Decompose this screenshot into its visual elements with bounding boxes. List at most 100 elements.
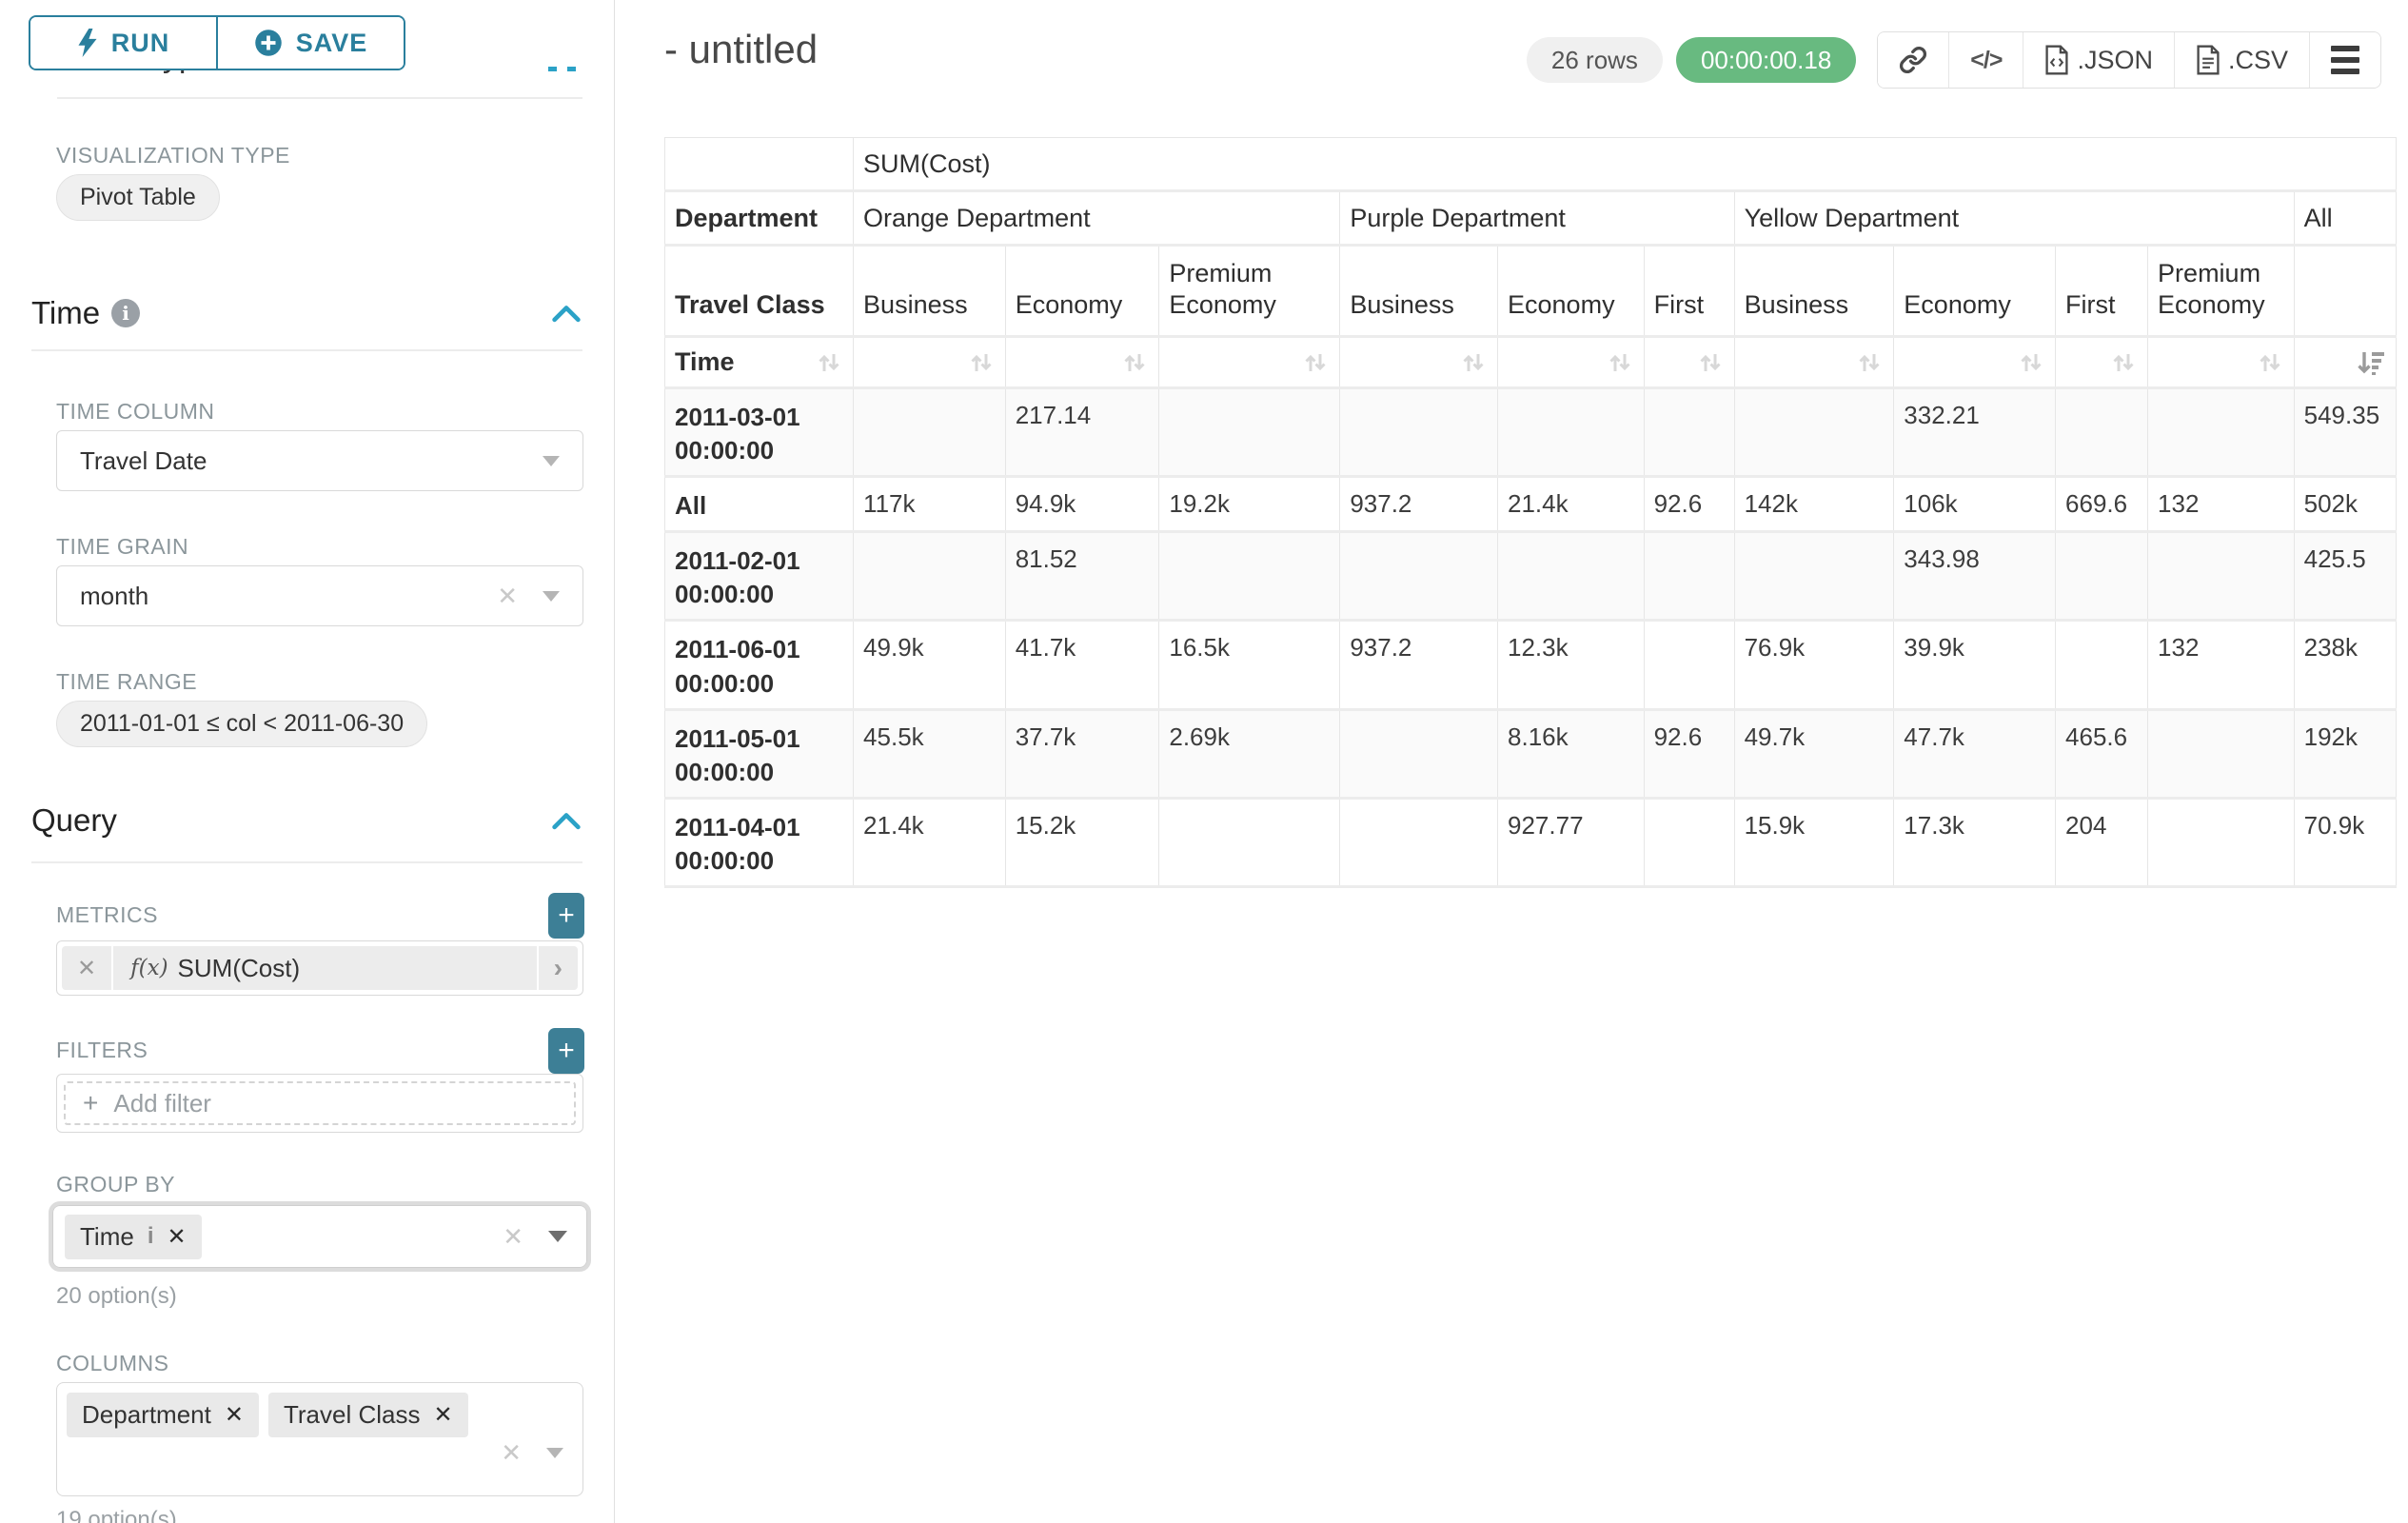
time-grain-label: TIME GRAIN bbox=[56, 534, 189, 559]
sort-icon[interactable] bbox=[1301, 348, 1330, 377]
value-cell bbox=[2147, 387, 2295, 479]
chevron-down-icon[interactable] bbox=[548, 1231, 567, 1242]
info-icon: i bbox=[147, 1223, 154, 1249]
value-cell bbox=[1339, 709, 1499, 800]
time-range-pill[interactable]: 2011-01-01 ≤ col < 2011-06-30 bbox=[56, 701, 428, 747]
visualization-type-pill[interactable]: Pivot Table bbox=[56, 174, 220, 221]
chevron-up-icon[interactable] bbox=[550, 810, 582, 831]
chevron-up-icon[interactable] bbox=[550, 303, 582, 324]
add-filter-label: Add filter bbox=[113, 1088, 211, 1118]
value-cell: 92.6 bbox=[1644, 476, 1735, 534]
time-grain-select[interactable]: month ✕ bbox=[56, 565, 583, 626]
value-cell bbox=[2055, 387, 2149, 479]
column-sort-header[interactable] bbox=[1734, 336, 1895, 389]
value-cell bbox=[1644, 620, 1735, 711]
plus-circle-icon bbox=[254, 30, 282, 56]
table-row: 2011-06-01 00:00:00 49.9k 41.7k 16.5k 937.2 1… bbox=[663, 620, 2398, 711]
filters-label: FILTERS bbox=[56, 1038, 148, 1062]
save-button[interactable]: SAVE bbox=[216, 17, 404, 69]
column-sort-header[interactable] bbox=[2055, 336, 2149, 389]
remove-metric-icon[interactable]: ✕ bbox=[62, 946, 114, 990]
column-sort-header[interactable] bbox=[1644, 336, 1735, 389]
sort-icon[interactable] bbox=[1459, 348, 1488, 377]
export-csv-button[interactable]: .CSV bbox=[2174, 32, 2310, 88]
sort-icon[interactable] bbox=[967, 348, 996, 377]
remove-token-icon[interactable]: ✕ bbox=[433, 1402, 453, 1428]
add-metric-button[interactable]: + bbox=[548, 893, 584, 939]
query-timer-badge: 00:00:00.18 bbox=[1675, 37, 1857, 83]
clear-icon[interactable]: ✕ bbox=[501, 1438, 522, 1467]
value-cell: 37.7k bbox=[1005, 709, 1160, 800]
value-cell: 15.9k bbox=[1734, 798, 1895, 889]
table-row: 2011-05-01 00:00:00 45.5k 37.7k 2.69k 8.16k 9… bbox=[663, 709, 2398, 800]
sort-icon[interactable] bbox=[1855, 348, 1884, 377]
time-range-label: TIME RANGE bbox=[56, 669, 198, 694]
value-cell: 192k bbox=[2294, 709, 2398, 800]
sort-icon[interactable] bbox=[2256, 348, 2284, 377]
travel-class-header: First bbox=[1644, 245, 1735, 338]
chevron-down-icon[interactable] bbox=[543, 590, 560, 602]
token-label: Time bbox=[80, 1221, 134, 1251]
group-by-select[interactable]: Time i ✕ ✕ bbox=[52, 1205, 587, 1268]
copy-link-button[interactable] bbox=[1878, 32, 1950, 88]
sort-icon[interactable] bbox=[2017, 348, 2045, 377]
column-sort-header[interactable] bbox=[1339, 336, 1499, 389]
clear-icon[interactable]: ✕ bbox=[497, 581, 518, 610]
metric-token[interactable]: ✕ f(x) SUM(Cost) › bbox=[62, 946, 578, 990]
travel-class-header: First bbox=[2055, 245, 2149, 338]
chart-menu-button[interactable] bbox=[2310, 32, 2380, 88]
department-row-label: Department bbox=[663, 190, 855, 247]
table-row: 2011-03-01 00:00:00 217.14 332.21 549.35 bbox=[663, 387, 2398, 479]
time-sort-header[interactable]: Time bbox=[663, 336, 855, 389]
sort-icon[interactable] bbox=[1606, 348, 1634, 377]
field-token[interactable]: Department ✕ bbox=[67, 1393, 259, 1437]
export-json-button[interactable]: .JSON bbox=[2023, 32, 2175, 88]
group-by-label: GROUP BY bbox=[56, 1172, 175, 1197]
column-sort-header[interactable] bbox=[1497, 336, 1645, 389]
value-cell bbox=[2147, 709, 2295, 800]
department-header-row: Department Orange Department Purple Depart… bbox=[663, 190, 2398, 247]
column-sort-header[interactable] bbox=[2147, 336, 2295, 389]
add-filter-plus-button[interactable]: + bbox=[548, 1028, 584, 1074]
chevron-right-icon[interactable]: › bbox=[536, 946, 578, 990]
sort-icon[interactable] bbox=[1696, 348, 1725, 377]
travel-class-header: Business bbox=[853, 245, 1006, 338]
sort-icon[interactable] bbox=[2109, 348, 2138, 377]
chevron-down-icon[interactable] bbox=[543, 455, 560, 466]
value-cell bbox=[1339, 531, 1499, 623]
add-filter-button[interactable]: + Add filter bbox=[64, 1081, 576, 1125]
value-cell bbox=[1158, 531, 1341, 623]
value-cell: 2.69k bbox=[1158, 709, 1341, 800]
table-row: 2011-04-01 00:00:00 21.4k 15.2k 927.77 15.9k… bbox=[663, 798, 2398, 889]
embed-code-button[interactable]: </> bbox=[1949, 32, 2024, 88]
remove-token-icon[interactable]: ✕ bbox=[224, 1402, 244, 1428]
time-column-select[interactable]: Travel Date bbox=[56, 430, 583, 491]
chevron-up-icon bbox=[548, 67, 557, 71]
value-cell: 117k bbox=[853, 476, 1006, 534]
run-button[interactable]: RUN bbox=[30, 17, 216, 69]
sort-descending-icon[interactable] bbox=[2356, 348, 2386, 377]
time-section-header[interactable]: Time i bbox=[31, 295, 582, 331]
sort-icon[interactable] bbox=[815, 348, 843, 377]
field-token[interactable]: Time i ✕ bbox=[65, 1214, 202, 1259]
column-sort-header[interactable] bbox=[2294, 336, 2398, 389]
run-button-label: RUN bbox=[110, 28, 170, 57]
sort-icon[interactable] bbox=[1120, 348, 1149, 377]
value-cell: 132 bbox=[2147, 620, 2295, 711]
column-sort-header[interactable] bbox=[1005, 336, 1160, 389]
chart-title[interactable]: - untitled bbox=[664, 27, 819, 71]
query-section-header[interactable]: Query bbox=[31, 802, 582, 839]
column-sort-header[interactable] bbox=[1158, 336, 1341, 389]
travel-class-header: Premium Economy bbox=[2147, 245, 2295, 338]
chevron-down-icon[interactable] bbox=[546, 1448, 563, 1458]
field-token[interactable]: Travel Class ✕ bbox=[267, 1393, 468, 1437]
columns-select[interactable]: Department ✕ Travel Class ✕ ✕ bbox=[56, 1382, 583, 1496]
clear-icon[interactable]: ✕ bbox=[503, 1221, 523, 1251]
column-sort-header[interactable] bbox=[853, 336, 1006, 389]
remove-token-icon[interactable]: ✕ bbox=[167, 1223, 187, 1250]
value-cell bbox=[853, 531, 1006, 623]
column-sort-header[interactable] bbox=[1893, 336, 2057, 389]
value-cell: 49.9k bbox=[853, 620, 1006, 711]
value-cell: 927.77 bbox=[1497, 798, 1645, 889]
token-label: Department bbox=[82, 1400, 211, 1429]
